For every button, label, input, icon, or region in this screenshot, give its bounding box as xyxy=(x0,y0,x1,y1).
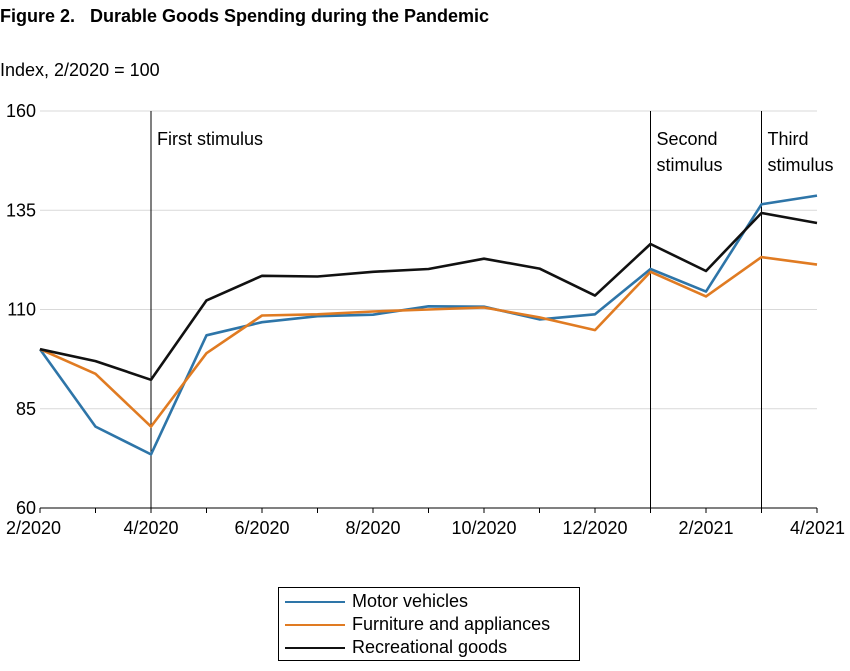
legend-label: Furniture and appliances xyxy=(352,614,551,634)
legend-item: Motor vehicles xyxy=(285,590,573,613)
x-tick-label: 4/2020 xyxy=(123,518,178,538)
legend-item: Furniture and appliances xyxy=(285,613,573,636)
x-tick-label: 4/2021 xyxy=(790,518,845,538)
line-chart: 60 85 110 135 160 2/2020 4/2020 6/2020 8/2020 10/… xyxy=(6,101,845,538)
y-tick-label: 110 xyxy=(7,300,36,320)
legend-swatch xyxy=(285,623,345,626)
legend-swatch xyxy=(285,600,345,603)
series-line-recreational-goods xyxy=(39,211,818,382)
series-line-motor-vehicles xyxy=(38,194,818,456)
legend-label: Motor vehicles xyxy=(352,591,469,611)
y-tick-label: 160 xyxy=(6,101,36,121)
x-tick-label: 2/2020 xyxy=(6,518,61,538)
stimulus-label: stimulus xyxy=(657,155,723,175)
x-tick-label: 8/2020 xyxy=(345,518,400,538)
y-tick-label: 60 xyxy=(16,498,36,518)
x-tick-label: 10/2020 xyxy=(451,518,516,538)
series-lines xyxy=(38,194,818,456)
legend-swatch xyxy=(285,646,345,649)
y-tick-label: 135 xyxy=(6,200,36,220)
x-tick-label: 6/2020 xyxy=(234,518,289,538)
legend: Motor vehicles Furniture and appliances Re… xyxy=(278,587,580,661)
series-line-furniture-and-appliances xyxy=(39,255,818,428)
legend-label: Recreational goods xyxy=(352,637,508,657)
stimulus-label: Second xyxy=(657,129,718,149)
x-tick-label: 12/2020 xyxy=(562,518,627,538)
stimulus-label: First stimulus xyxy=(157,129,263,149)
y-tick-label: 85 xyxy=(16,399,36,419)
x-tick-label: 2/2021 xyxy=(678,518,733,538)
stimulus-label: Third xyxy=(768,129,809,149)
y-axis-unit-label: Index, 2/2020 = 100 xyxy=(0,60,160,80)
stimulus-label: stimulus xyxy=(768,155,834,175)
axes: 60 85 110 135 160 2/2020 4/2020 6/2020 8/2020 10/… xyxy=(6,101,845,538)
legend-item: Recreational goods xyxy=(285,636,573,659)
stimulus-annotations: First stimulus Second stimulus Third stimulu… xyxy=(150,111,834,508)
chart-title: Figure 2. Durable Goods Spending during … xyxy=(0,6,490,26)
